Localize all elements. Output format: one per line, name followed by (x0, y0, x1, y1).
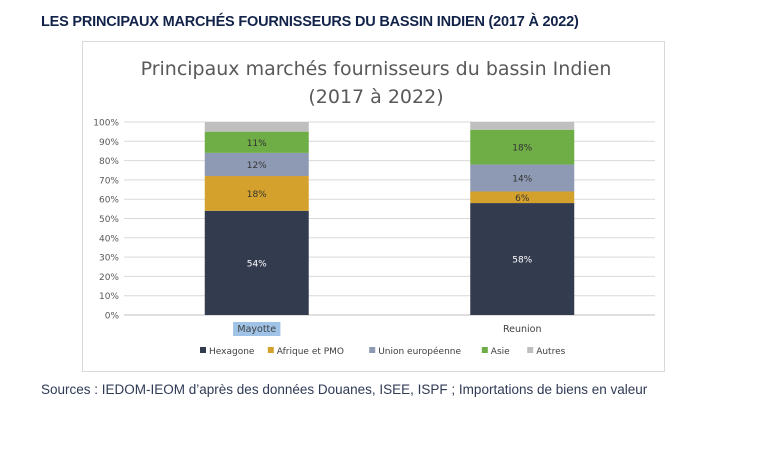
x-tick-label: Mayotte (237, 324, 276, 335)
y-tick-label: 30% (99, 254, 119, 264)
y-tick-label: 40% (99, 234, 119, 244)
y-axis-ticks: 0% 10% 20% 30% 40% 50% 60% 70% 80% 90% 100% (93, 119, 119, 322)
bar-segment (204, 131, 309, 153)
legend-swatch (267, 347, 274, 353)
bar-segment (204, 152, 309, 177)
chart-container: Principaux marchés fournisseurs du bassi… (82, 41, 665, 372)
bar-segment (470, 122, 575, 130)
x-label-highlight (233, 322, 281, 336)
chart-title-line-1: Principaux marchés fournisseurs du bassi… (141, 58, 612, 80)
legend-label: Afrique et PMO (277, 347, 344, 357)
bar-segment (470, 129, 575, 165)
bar-segment (470, 203, 575, 315)
stacked-bar-chart: Principaux marchés fournisseurs du bassi… (93, 58, 655, 357)
y-tick-label: 0% (105, 312, 120, 322)
data-label: 11% (247, 139, 267, 149)
bar-segment (204, 176, 309, 211)
bar-segment (470, 164, 575, 192)
y-tick-label: 20% (99, 273, 119, 283)
data-label: 54% (247, 259, 267, 269)
bar-labels: 54% 18% 12% 11% 58% 6% 14% 18% (247, 139, 533, 270)
bar-segment (470, 191, 575, 204)
bar-segment (204, 210, 309, 315)
legend-label: Autres (536, 347, 565, 357)
legend-swatch (369, 347, 376, 353)
y-tick-label: 10% (99, 292, 119, 302)
legend-label: Union européenne (378, 346, 461, 357)
data-label: 58% (512, 256, 532, 266)
legend-swatch (200, 347, 206, 353)
gridlines (124, 121, 655, 316)
data-label: 6% (515, 194, 530, 204)
y-tick-label: 100% (93, 119, 119, 129)
legend: Hexagone Afrique et PMO Union européenne As… (200, 346, 566, 357)
y-tick-label: 50% (99, 215, 119, 225)
data-label: 14% (512, 174, 532, 184)
page-heading: LES PRINCIPAUX MARCHÉS FOURNISSEURS DU B… (41, 14, 579, 30)
data-label: 18% (512, 144, 532, 154)
chart-title-line-2: (2017 à 2022) (308, 86, 443, 108)
y-tick-label: 80% (99, 157, 119, 167)
legend-label: Asie (491, 347, 510, 357)
legend-label: Hexagone (209, 347, 255, 357)
y-tick-label: 60% (99, 196, 119, 206)
data-label: 18% (247, 190, 267, 200)
y-tick-label: 70% (99, 176, 119, 186)
legend-swatch (527, 347, 534, 353)
legend-swatch (481, 347, 488, 353)
bar-segment (204, 122, 309, 132)
x-tick-label: Reunion (503, 324, 542, 335)
source-note: Sources : IEDOM-IEOM d’après des données… (41, 382, 648, 397)
data-label: 12% (247, 161, 267, 171)
x-axis-labels: Mayotte Reunion (233, 322, 542, 336)
y-tick-label: 90% (99, 138, 119, 148)
bars (204, 122, 575, 315)
